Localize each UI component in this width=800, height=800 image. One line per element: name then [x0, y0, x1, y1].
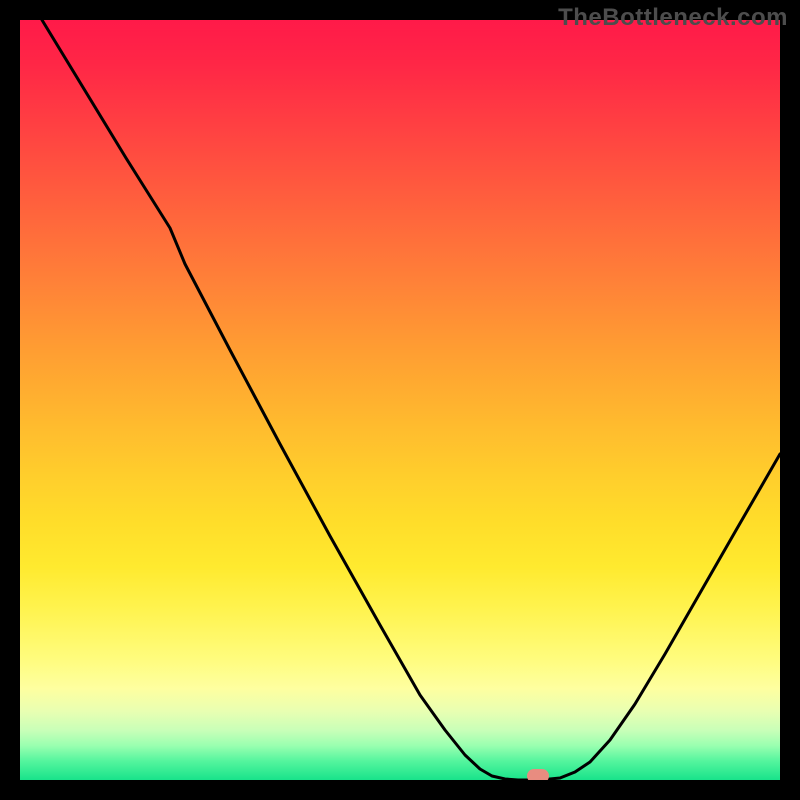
chart-frame: TheBottleneck.com — [0, 0, 800, 800]
bottleneck-curve — [20, 20, 780, 780]
optimal-point-marker — [527, 769, 549, 780]
watermark-label: TheBottleneck.com — [558, 4, 788, 32]
plot-area — [20, 20, 780, 780]
